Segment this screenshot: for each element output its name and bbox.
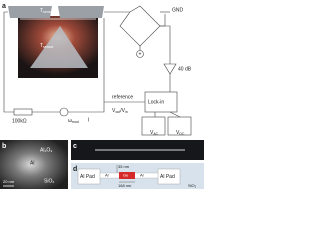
wire [3,11,14,113]
dimension-label: 35 nm [118,164,130,169]
sensor-label: Tsensor [40,43,54,49]
scale-label: 20 nm [3,179,15,184]
wire-label: Al [105,173,109,178]
symbol: /V [120,108,125,114]
panel-label: a [2,3,6,10]
symbol: V [112,108,116,114]
wire-label: Al [140,173,144,178]
sensor-label: Tsensor [40,8,54,14]
symbol: T [40,8,43,14]
junction-label: Ge [123,173,129,178]
panel-label: b [2,143,6,150]
junction [119,172,135,179]
dimension-label: 168 nm [118,183,132,188]
wire [169,111,181,118]
pad-label: Al Pad [80,174,95,180]
subscript: DC [179,132,185,136]
subscript: out [115,110,120,114]
symbol: V [176,130,180,136]
layer-label: SiO₂ [44,178,54,184]
meter-label: VDC [176,130,185,136]
subscript: mod [72,120,79,124]
reference-label: reference [112,94,133,100]
source-label: ωmod [68,118,79,124]
subscript: AC [153,132,158,136]
ground-label: GND [172,7,184,13]
ac-source [59,107,69,117]
wire [68,18,105,113]
pad-label: Al Pad [160,174,175,180]
meter [141,116,166,136]
resistor-label: 100kΩ [12,118,27,124]
panel-label: d [73,166,77,173]
layer-label: Al₂O₃ [40,147,52,153]
tip [30,26,88,68]
bridge [104,5,161,47]
subscript: sensor [43,10,54,14]
heater [58,6,104,18]
symbol: T [40,43,43,49]
amplifier-label: 40 dB [178,66,192,72]
substrate-label: SiO₂ [188,183,197,188]
bridge-sign: + [139,51,142,57]
figure: a Tsensor Tsensor GND + 40 dB Lock-in VA… [0,3,204,189]
layer-label: Al [30,160,34,166]
ratio-label: Vout/Vin [112,108,128,114]
subscript: sensor [43,45,54,49]
lockin-label: Lock-in [148,99,164,105]
tem-image [0,140,68,189]
panel-label: c [73,143,77,150]
symbol: ω [68,118,72,124]
current-label: I [88,117,89,123]
resistor [13,108,33,116]
wire [160,25,171,64]
heater [8,6,52,18]
subscript: in [125,110,128,114]
symbol: V [150,130,154,136]
amplifier [163,63,177,75]
wire [160,14,166,27]
meter-label: VAC [150,130,159,136]
